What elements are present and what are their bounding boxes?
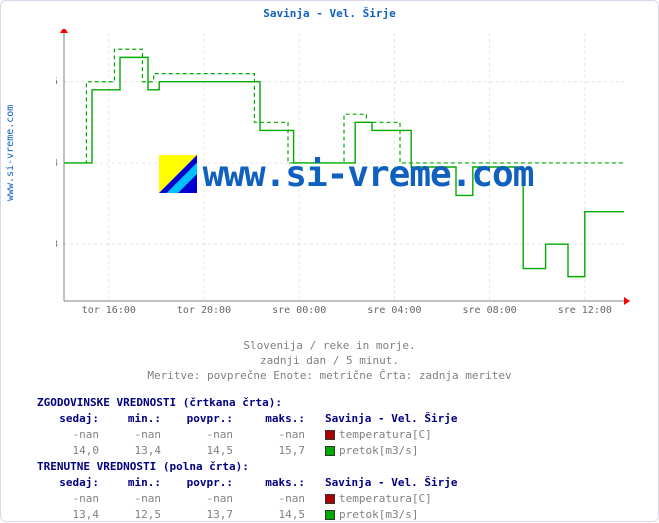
caption-line-3: Meritve: povprečne Enote: metrične Črta:… xyxy=(1,369,658,384)
svg-text:14: 14 xyxy=(56,158,58,169)
series-swatch xyxy=(325,494,335,504)
section-title: TRENUTNE VREDNOSTI (polna črta): xyxy=(37,459,525,475)
svg-text:sre 00:00: sre 00:00 xyxy=(272,305,326,316)
svg-text:tor 16:00: tor 16:00 xyxy=(82,305,136,316)
svg-text:13: 13 xyxy=(56,239,58,250)
caption-line-1: Slovenija / reke in morje. xyxy=(1,339,658,354)
chart-caption: Slovenija / reke in morje. zadnji dan / … xyxy=(1,339,658,384)
stats-table: ZGODOVINSKE VREDNOSTI (črtkana črta):sed… xyxy=(37,395,525,523)
svg-text:sre 08:00: sre 08:00 xyxy=(463,305,517,316)
y-axis-label: www.si-vreme.com xyxy=(5,105,16,201)
series-swatch xyxy=(325,446,335,456)
section-title: ZGODOVINSKE VREDNOSTI (črtkana črta): xyxy=(37,395,525,411)
timeseries-chart: 13 14 15 tor 16:00 tor 20:00 sre 00:00 sre 04:… xyxy=(56,29,636,319)
svg-text:15: 15 xyxy=(56,77,58,88)
series-swatch xyxy=(325,510,335,520)
chart-title: Savinja - Vel. Širje xyxy=(1,1,658,22)
svg-text:sre 12:00: sre 12:00 xyxy=(558,305,612,316)
svg-text:sre 04:00: sre 04:00 xyxy=(367,305,421,316)
series-swatch xyxy=(325,430,335,440)
caption-line-2: zadnji dan / 5 minut. xyxy=(1,354,658,369)
svg-text:tor 20:00: tor 20:00 xyxy=(177,305,231,316)
